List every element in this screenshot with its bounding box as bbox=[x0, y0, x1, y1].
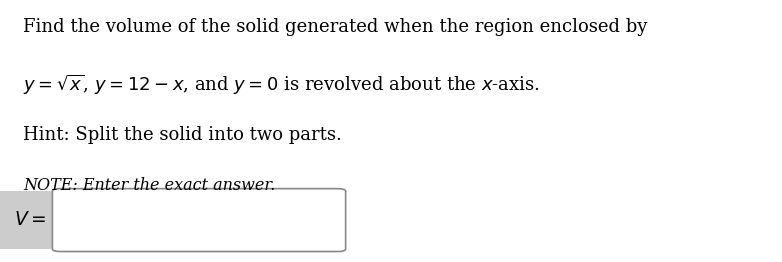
Text: $y = \sqrt{x}$, $y = 12 - x$, and $y = 0$ is revolved about the $x$-axis.: $y = \sqrt{x}$, $y = 12 - x$, and $y = 0… bbox=[23, 73, 540, 97]
Text: Find the volume of the solid generated when the region enclosed by: Find the volume of the solid generated w… bbox=[23, 18, 647, 36]
Text: $V = $: $V = $ bbox=[14, 211, 46, 229]
Text: Hint: Split the solid into two parts.: Hint: Split the solid into two parts. bbox=[23, 126, 343, 144]
FancyBboxPatch shape bbox=[0, 191, 60, 249]
Text: NOTE: Enter the exact answer.: NOTE: Enter the exact answer. bbox=[23, 177, 276, 194]
FancyBboxPatch shape bbox=[52, 189, 346, 252]
